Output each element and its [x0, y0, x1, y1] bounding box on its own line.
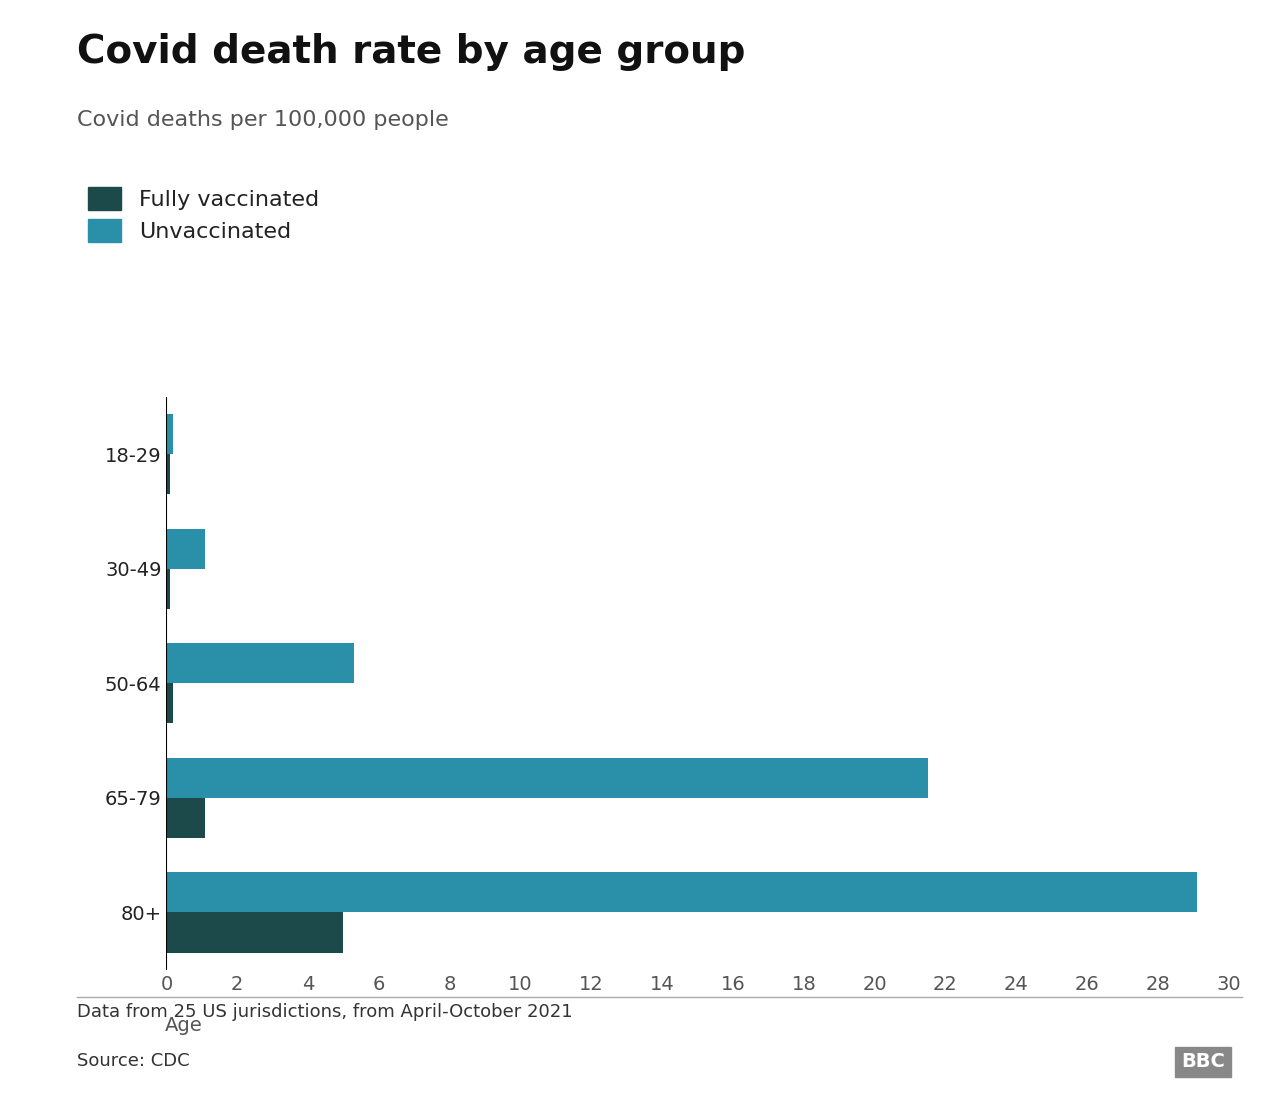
Text: Source: CDC: Source: CDC [77, 1052, 189, 1070]
Bar [166, 758, 928, 798]
Bar [166, 798, 205, 838]
Text: Data from 25 US jurisdictions, from April-October 2021: Data from 25 US jurisdictions, from Apri… [77, 1003, 572, 1020]
Bar [166, 414, 174, 454]
Text: Covid death rate by age group: Covid death rate by age group [77, 33, 745, 71]
Bar [166, 873, 1197, 912]
Bar [166, 683, 174, 723]
Text: Covid deaths per 100,000 people: Covid deaths per 100,000 people [77, 110, 448, 130]
Bar [166, 644, 355, 683]
Text: BBC: BBC [1181, 1052, 1225, 1071]
Legend: Fully vaccinated, Unvaccinated: Fully vaccinated, Unvaccinated [88, 187, 319, 242]
Bar [166, 454, 170, 494]
Bar [166, 529, 205, 569]
Bar [166, 912, 343, 952]
Text: Age: Age [165, 1016, 204, 1035]
Bar [166, 569, 170, 608]
